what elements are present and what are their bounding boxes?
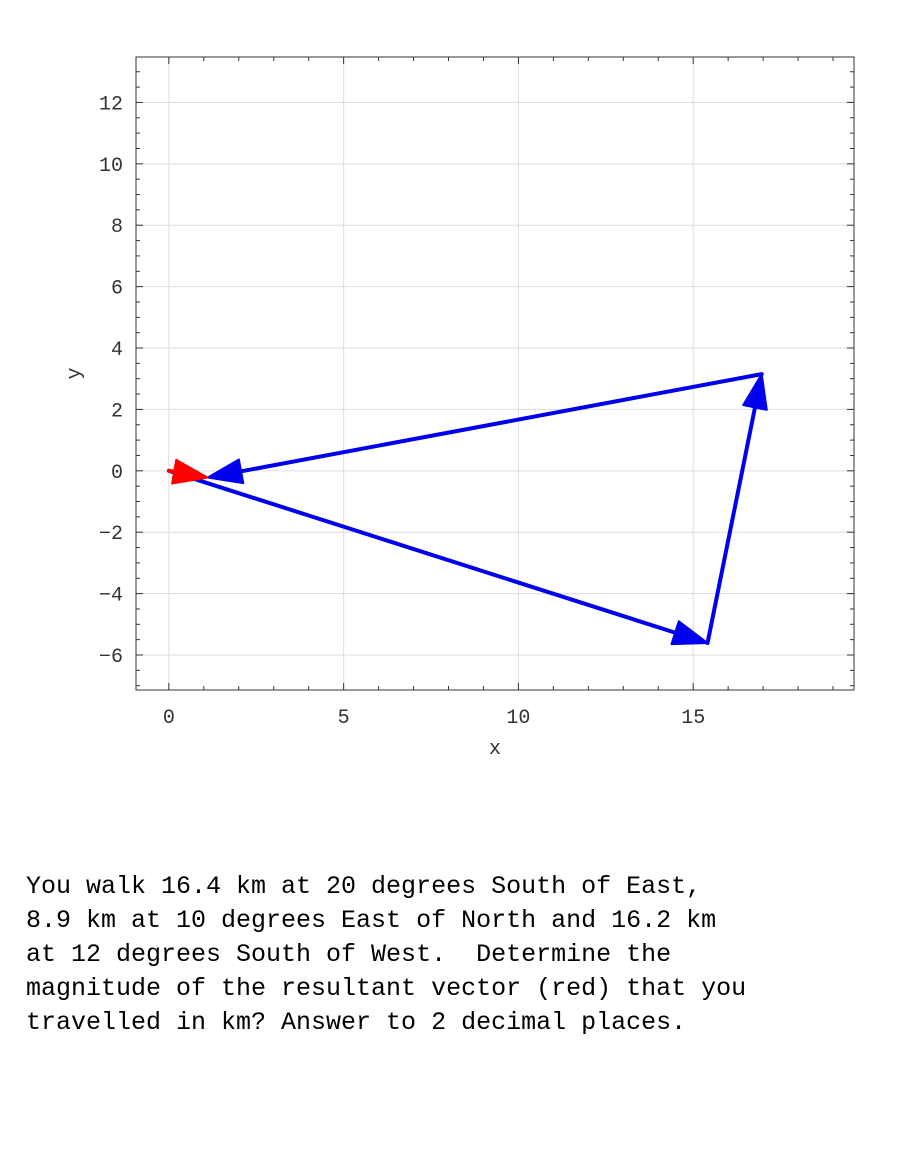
y-tick-label: 2 bbox=[111, 400, 123, 423]
displacement-vector-shaft bbox=[235, 372, 764, 475]
x-tick-label: 0 bbox=[163, 707, 175, 730]
x-tick-label: 15 bbox=[681, 707, 705, 730]
y-tick-label: 8 bbox=[111, 216, 123, 239]
axis-ticks bbox=[136, 57, 854, 690]
y-axis-label: y bbox=[64, 367, 87, 379]
displacement-vector bbox=[166, 468, 709, 646]
y-tick-label: 12 bbox=[99, 93, 123, 116]
displacement-vector-shaft bbox=[705, 401, 758, 646]
displacement-vector-arrowhead bbox=[670, 620, 709, 646]
displacement-vector bbox=[705, 373, 768, 646]
y-tick-label: 6 bbox=[111, 278, 123, 301]
question-line: travelled in km? Answer to 2 decimal pla… bbox=[26, 1008, 687, 1037]
question-line: 8.9 km at 10 degrees East of North and 1… bbox=[26, 906, 717, 935]
plot-frame bbox=[135, 56, 855, 691]
y-tick-label: 4 bbox=[111, 339, 123, 362]
y-tick-label: 0 bbox=[111, 462, 123, 485]
displacement-vector-shaft bbox=[166, 468, 681, 636]
y-tick-label: −6 bbox=[99, 646, 123, 669]
vector-plot: 0 5 10 15 −6 −4 −2 0 2 4 6 8 10 12 x y bbox=[64, 56, 855, 761]
y-tick-label: −4 bbox=[99, 585, 123, 608]
x-axis-label: x bbox=[489, 738, 501, 761]
grid-lines bbox=[136, 57, 854, 690]
displacement-vector-arrowhead bbox=[206, 458, 245, 485]
resultant-vector-arrowhead bbox=[171, 458, 209, 485]
question-line: at 12 degrees South of West. Determine t… bbox=[26, 940, 672, 969]
x-tick-label: 10 bbox=[506, 707, 530, 730]
resultant-vector bbox=[166, 458, 209, 485]
question-line: magnitude of the resultant vector (red) … bbox=[26, 974, 747, 1003]
vectors bbox=[166, 372, 768, 646]
displacement-vector bbox=[206, 372, 764, 485]
question-line: You walk 16.4 km at 20 degrees South of … bbox=[26, 872, 702, 901]
x-tick-label: 5 bbox=[338, 707, 350, 730]
y-tick-label: −2 bbox=[99, 523, 123, 546]
tick-labels: 0 5 10 15 −6 −4 −2 0 2 4 6 8 10 12 bbox=[99, 93, 705, 730]
displacement-vector-arrowhead bbox=[742, 373, 768, 411]
question-text: You walk 16.4 km at 20 degrees South of … bbox=[26, 870, 886, 1040]
y-tick-label: 10 bbox=[99, 155, 123, 178]
